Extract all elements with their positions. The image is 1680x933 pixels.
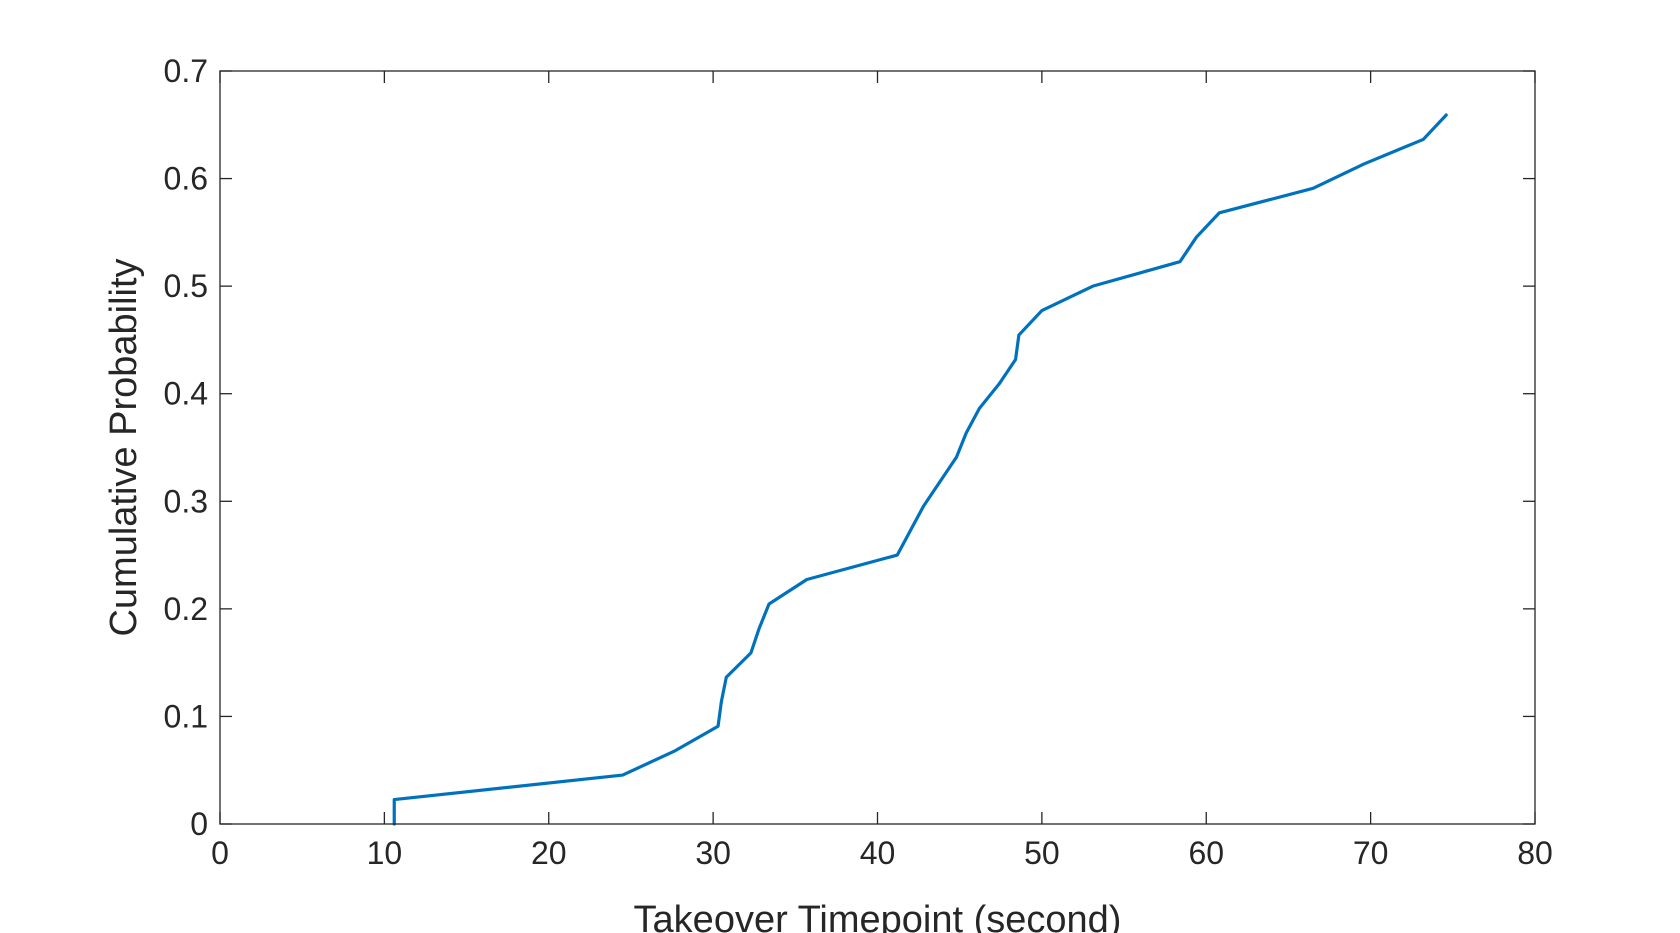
y-tick-label: 0.6 — [164, 161, 208, 197]
y-tick-label: 0.1 — [164, 698, 208, 734]
x-tick-label: 80 — [1517, 835, 1553, 871]
x-tick-label: 60 — [1188, 835, 1224, 871]
plot-frame — [219, 70, 1536, 825]
y-axis-label: Cumulative Probability — [103, 258, 145, 636]
y-tick-label: 0.2 — [164, 591, 208, 627]
y-tick-label: 0.3 — [164, 483, 208, 519]
plot-area — [220, 71, 1535, 824]
x-axis-label: Takeover Timepoint (second) — [634, 899, 1122, 933]
x-tick-labels: 0 10 20 30 40 50 60 70 80 — [211, 835, 1553, 871]
y-tick-label: 0.7 — [164, 53, 208, 89]
x-tick-label: 0 — [211, 835, 229, 871]
x-tick-label: 70 — [1353, 835, 1389, 871]
x-tick-label: 50 — [1024, 835, 1060, 871]
y-tick-label: 0.5 — [164, 268, 208, 304]
y-tick-labels: 0 0.1 0.2 0.3 0.4 0.5 0.6 0.7 — [164, 53, 208, 842]
series-layer — [392, 113, 1448, 826]
x-tick-label: 20 — [531, 835, 567, 871]
y-tick-label: 0.4 — [164, 376, 208, 412]
x-tick-label: 40 — [860, 835, 896, 871]
y-tick-label: 0 — [190, 806, 208, 842]
cdf-series-line — [392, 113, 1448, 826]
x-tick-label: 10 — [367, 835, 403, 871]
x-tick-label: 30 — [695, 835, 731, 871]
